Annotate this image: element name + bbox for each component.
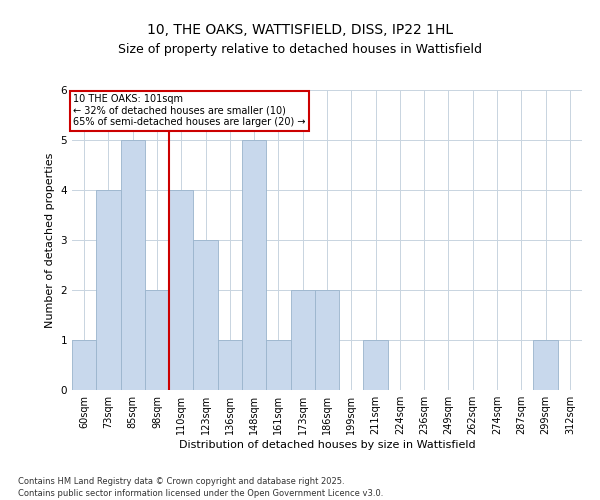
Text: Contains HM Land Registry data © Crown copyright and database right 2025.
Contai: Contains HM Land Registry data © Crown c… [18, 476, 383, 498]
Bar [145, 290, 169, 390]
Bar [242, 140, 266, 390]
Bar [121, 140, 145, 390]
X-axis label: Distribution of detached houses by size in Wattisfield: Distribution of detached houses by size … [179, 440, 475, 450]
Text: 10 THE OAKS: 101sqm
← 32% of detached houses are smaller (10)
65% of semi-detach: 10 THE OAKS: 101sqm ← 32% of detached ho… [73, 94, 306, 127]
Bar [266, 340, 290, 390]
Bar [169, 190, 193, 390]
Text: Size of property relative to detached houses in Wattisfield: Size of property relative to detached ho… [118, 42, 482, 56]
Bar [72, 340, 96, 390]
Bar [290, 290, 315, 390]
Bar [193, 240, 218, 390]
Bar [218, 340, 242, 390]
Y-axis label: Number of detached properties: Number of detached properties [45, 152, 55, 328]
Bar [315, 290, 339, 390]
Bar [96, 190, 121, 390]
Bar [533, 340, 558, 390]
Text: 10, THE OAKS, WATTISFIELD, DISS, IP22 1HL: 10, THE OAKS, WATTISFIELD, DISS, IP22 1H… [147, 22, 453, 36]
Bar [364, 340, 388, 390]
